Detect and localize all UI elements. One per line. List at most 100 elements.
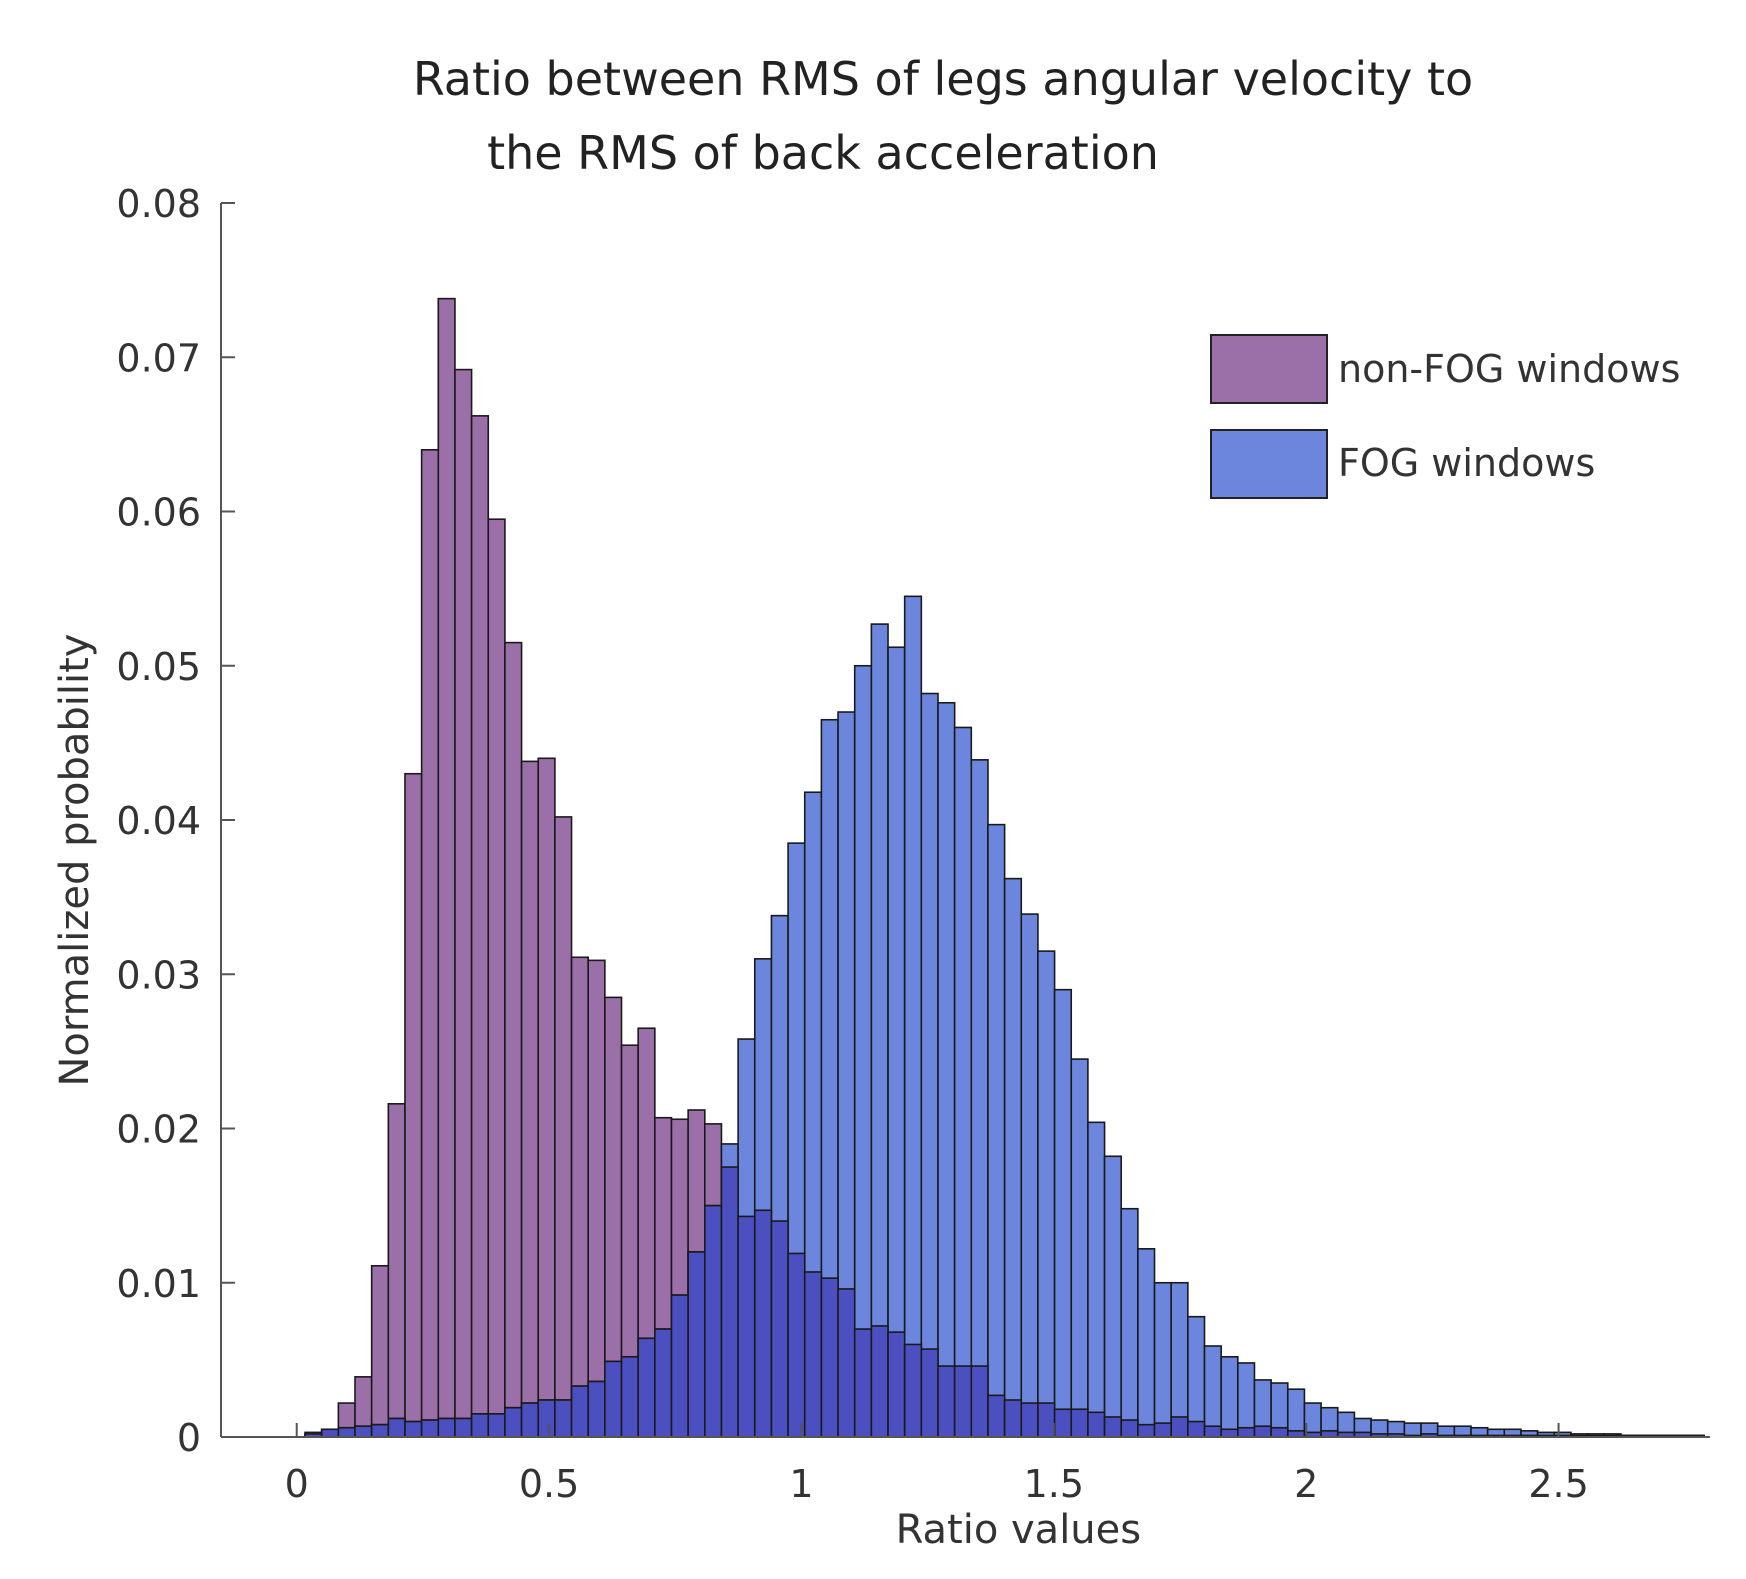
fog-bar-40 [970,759,989,1438]
chart-title-line-2: the RMS of back acceleration [487,126,1159,180]
overlap-bar-44 [1037,1402,1056,1438]
legend-label-non-fog: non-FOG windows [1338,347,1680,391]
y-tick-label-6: 0.06 [116,491,201,535]
legend-swatch-fog [1210,429,1328,499]
overlap-bar-54 [1203,1425,1222,1438]
x-axis-label: Ratio values [896,1507,1142,1553]
non-fog-bar-16 [570,956,590,1438]
non-fog-bar-10 [470,415,490,1438]
overlap-bar-26 [737,1215,756,1438]
overlap-bar-37 [920,1348,939,1438]
overlap-bar-39 [953,1365,973,1438]
overlap-bar-41 [987,1394,1006,1438]
fog-bar-33 [853,664,873,1438]
axes: 0 0.01 0.02 0.03 0.04 0.05 0.06 0.07 0.08 0 0.5 1 1… [116,182,1710,1506]
overlap-bar-58 [1270,1426,1289,1438]
fog-bar-56 [1237,1362,1256,1438]
overlap-bar-18 [604,1360,623,1438]
non-fog-bar-11 [487,518,506,1438]
y-tick-label-5: 0.05 [116,645,201,689]
fog-bar-59 [1286,1388,1306,1438]
overlap-bar-45 [1053,1408,1073,1438]
overlap-bar-55 [1220,1428,1239,1438]
overlap-bar-34 [870,1325,889,1438]
fog-bar-54 [1203,1345,1222,1438]
overlap-bar-27 [753,1209,773,1438]
overlap-bar-33 [853,1328,873,1438]
overlap-bar-35 [887,1331,906,1438]
overlap-bar-53 [1187,1420,1206,1438]
non-fog-bar-8 [437,297,456,1438]
overlap-bar-24 [703,1204,723,1438]
y-tick-label-0: 0 [177,1416,201,1460]
overlap-bar-56 [1237,1426,1256,1438]
fog-bar-37 [920,692,939,1438]
legend-swatch-non-fog [1210,334,1328,404]
y-tick-label-7: 0.07 [116,336,201,380]
fog-bar-49 [1120,1207,1139,1438]
overlap-bar-30 [803,1271,823,1438]
fog-bar-55 [1220,1355,1239,1438]
fog-bar-36 [903,595,923,1438]
x-tick-label-2: 1 [789,1462,813,1506]
overlap-bar-2 [337,1426,356,1438]
overlap-bar-22 [670,1294,689,1438]
overlap-bar-8 [437,1417,456,1438]
fog-bar-38 [937,701,956,1438]
overlap-bar-13 [520,1402,540,1438]
fog-bar-51 [1153,1281,1172,1438]
fog-bar-45 [1053,988,1073,1438]
fog-bar-47 [1087,1121,1106,1438]
overlap-bar-3 [354,1425,373,1438]
non-fog-bar-14 [537,757,556,1438]
overlap-bar-9 [454,1417,473,1438]
fog-bar-48 [1103,1155,1123,1438]
y-tick-label-8: 0.08 [116,182,201,226]
overlap-bar-11 [487,1413,506,1438]
overlap-bar-49 [1120,1419,1139,1438]
overlap-bar-42 [1003,1399,1023,1438]
x-tick-label-1: 0.5 [519,1462,579,1506]
legend: non-FOG windows FOG windows [1210,334,1680,499]
non-fog-bar-15 [554,816,573,1438]
overlap-bar-50 [1137,1423,1156,1438]
non-fog-bar-12 [504,641,523,1438]
overlap-bar-5 [387,1417,406,1438]
overlap-bar-1 [320,1428,340,1438]
non-fog-bar-13 [520,760,540,1438]
overlap-bar-23 [687,1251,706,1438]
x-tick-label-3: 1.5 [1024,1462,1084,1506]
overlap-bar-43 [1020,1402,1039,1438]
y-tick-label-2: 0.02 [116,1108,201,1152]
overlap-bar-46 [1070,1408,1089,1438]
x-tick-label-0: 0 [285,1462,309,1506]
non-fog-bar-7 [420,448,440,1438]
legend-label-fog: FOG windows [1338,441,1595,485]
overlap-bar-25 [720,1166,739,1438]
overlap-bar-32 [837,1288,856,1438]
non-fog-bar-4 [370,1264,390,1438]
overlap-bar-12 [504,1406,523,1438]
overlap-bar-31 [820,1277,839,1438]
overlap-bar-19 [620,1355,639,1438]
overlap-bar-7 [420,1419,440,1438]
overlap-bar-57 [1253,1425,1272,1438]
non-fog-bar-5 [387,1103,406,1438]
fog-bar-41 [987,823,1006,1438]
overlap-bar-47 [1087,1411,1106,1438]
overlap-bar-51 [1153,1422,1172,1438]
overlap-bar-28 [770,1220,789,1438]
overlap-bar-6 [404,1420,423,1438]
fog-bar-52 [1170,1281,1189,1438]
overlap-bar-40 [970,1365,989,1438]
overlap-bar-38 [937,1365,956,1438]
overlap-bar-15 [554,1399,573,1438]
overlap-bar-29 [787,1252,806,1438]
x-ticks: 0 0.5 1 1.5 2 2.5 [285,1423,1589,1506]
fog-bar-42 [1003,877,1023,1438]
y-tick-label-4: 0.04 [116,799,201,843]
overlap-bar-48 [1103,1416,1123,1438]
fog-bar-46 [1070,1058,1089,1438]
fog-bar-39 [953,726,973,1438]
